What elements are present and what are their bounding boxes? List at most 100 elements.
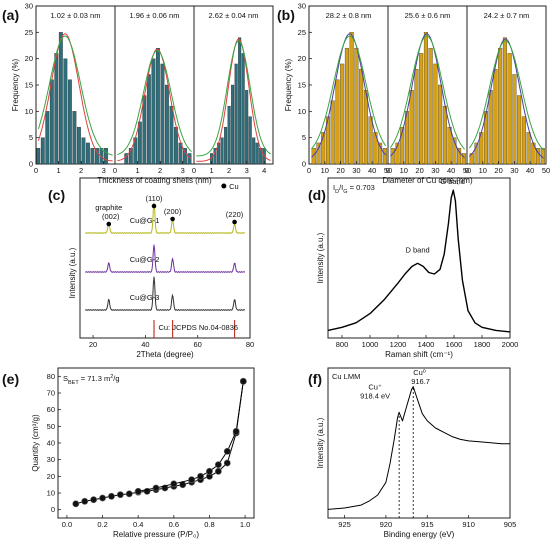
gaussian-fit-line	[469, 38, 544, 159]
raman-spectrum-line	[327, 189, 511, 333]
isotherm-point	[108, 492, 115, 500]
isotherm-point	[134, 487, 142, 495]
x-tick-label: 30	[352, 166, 360, 175]
isotherm-point	[152, 484, 160, 492]
y-tick-label: 70	[47, 389, 55, 398]
y-tick-label: 40	[47, 439, 55, 448]
histogram-bar	[58, 32, 63, 165]
y-axis-title: Frequency (%)	[284, 58, 293, 111]
isotherm-line	[138, 381, 244, 492]
histogram-bar	[128, 148, 133, 165]
y-tick-label: 25	[298, 28, 306, 37]
histogram-bar	[151, 58, 156, 165]
x-tick-label: 20	[494, 166, 502, 175]
isotherm-point	[116, 491, 124, 499]
histogram-bar	[40, 137, 45, 165]
isotherm-point	[214, 461, 222, 469]
gaussian-fit-line	[311, 33, 386, 158]
histogram-bar	[321, 132, 326, 165]
histogram-bar	[423, 32, 428, 165]
x-tick-label: 1	[209, 166, 213, 175]
histogram-bar	[390, 148, 395, 165]
x-tick-label: 915	[421, 520, 434, 529]
histogram-bar	[245, 90, 249, 165]
x-tick-label: 0	[192, 166, 196, 175]
xrd-series-line	[84, 276, 246, 312]
histogram-bar	[36, 148, 41, 165]
x-tick-label: 0	[34, 166, 38, 175]
x-tick-label: 1600	[446, 340, 463, 349]
x-tick-label: 20	[415, 166, 423, 175]
y-tick-label: 30	[298, 2, 306, 11]
histogram-bar	[220, 137, 224, 165]
peak-label: (200)	[164, 207, 182, 216]
histogram-bar	[90, 148, 95, 165]
y-tick-label: 5	[29, 133, 33, 142]
histogram-bar	[517, 95, 522, 165]
y-tick-label: 15	[25, 81, 33, 90]
x-tick-label: 3	[245, 166, 249, 175]
x-tick-label: 3	[102, 166, 106, 175]
histogram-bar	[419, 53, 424, 165]
y-tick-label: 0	[302, 160, 306, 169]
panel-label-b: (b)	[277, 7, 295, 23]
x-tick-label: 1800	[474, 340, 491, 349]
plot-frame	[79, 177, 251, 339]
histogram-bar	[363, 90, 368, 165]
histogram-bar	[124, 153, 129, 165]
x-tick-label: 3	[181, 166, 185, 175]
panel-label-a: (a)	[2, 7, 19, 23]
isotherm-point	[170, 480, 178, 488]
series-label: Cu@G-3	[130, 293, 160, 302]
x-tick-label: 1200	[390, 340, 407, 349]
isotherm-point	[197, 472, 204, 480]
histogram-bar	[54, 53, 59, 165]
peak-label: graphite	[95, 203, 122, 212]
gaussian-fit-line	[196, 40, 271, 157]
x-tick-label: 905	[504, 520, 517, 529]
histogram-bar	[252, 137, 256, 165]
series-label: Cu@G-1	[130, 216, 160, 225]
histogram-bar	[349, 32, 354, 165]
x-tick-label: 0	[307, 166, 311, 175]
x-tick-label: 1.0	[240, 520, 250, 529]
histogram-bar	[72, 111, 77, 165]
histogram-bar	[414, 69, 419, 165]
histogram-bar	[311, 148, 316, 165]
isotherm-line	[75, 381, 244, 505]
x-tick-label: 2	[158, 166, 162, 175]
histogram-bar	[512, 74, 517, 165]
x-axis-title: Binding energy (eV)	[384, 530, 455, 539]
x-tick-label: 30	[510, 166, 518, 175]
y-tick-label: 60	[47, 405, 55, 414]
x-tick-label: 50	[384, 166, 392, 175]
y-axis-title: Frequency (%)	[11, 58, 20, 111]
x-tick-label: 1400	[418, 340, 435, 349]
histogram-bar	[457, 148, 462, 165]
histogram-bar	[438, 84, 443, 165]
x-axis-title: 2Theta (degree)	[136, 350, 194, 359]
x-tick-label: 30	[431, 166, 439, 175]
x-tick-label: 800	[336, 340, 349, 349]
histogram-bar	[536, 148, 541, 165]
x-tick-label: 925	[338, 520, 351, 529]
isotherm-point	[188, 476, 196, 484]
plot-frame	[57, 367, 255, 519]
histogram-bar	[49, 79, 54, 165]
xrd-series-line	[84, 244, 246, 274]
x-tick-label: 40	[447, 166, 455, 175]
x-tick-label: 1000	[362, 340, 379, 349]
histogram-bar	[488, 90, 493, 165]
xrd-series-line	[84, 202, 246, 235]
isotherm-point	[223, 459, 231, 467]
peak-marker	[151, 203, 157, 209]
x-tick-label: 0.0	[62, 520, 72, 529]
histogram-bar	[169, 105, 174, 165]
histogram-bar	[213, 148, 217, 165]
x-tick-label: 10	[479, 166, 487, 175]
isotherm-point	[206, 467, 213, 475]
histogram-bar	[241, 53, 245, 165]
x-tick-label: 1	[56, 166, 60, 175]
x-tick-label: 0.2	[97, 520, 107, 529]
